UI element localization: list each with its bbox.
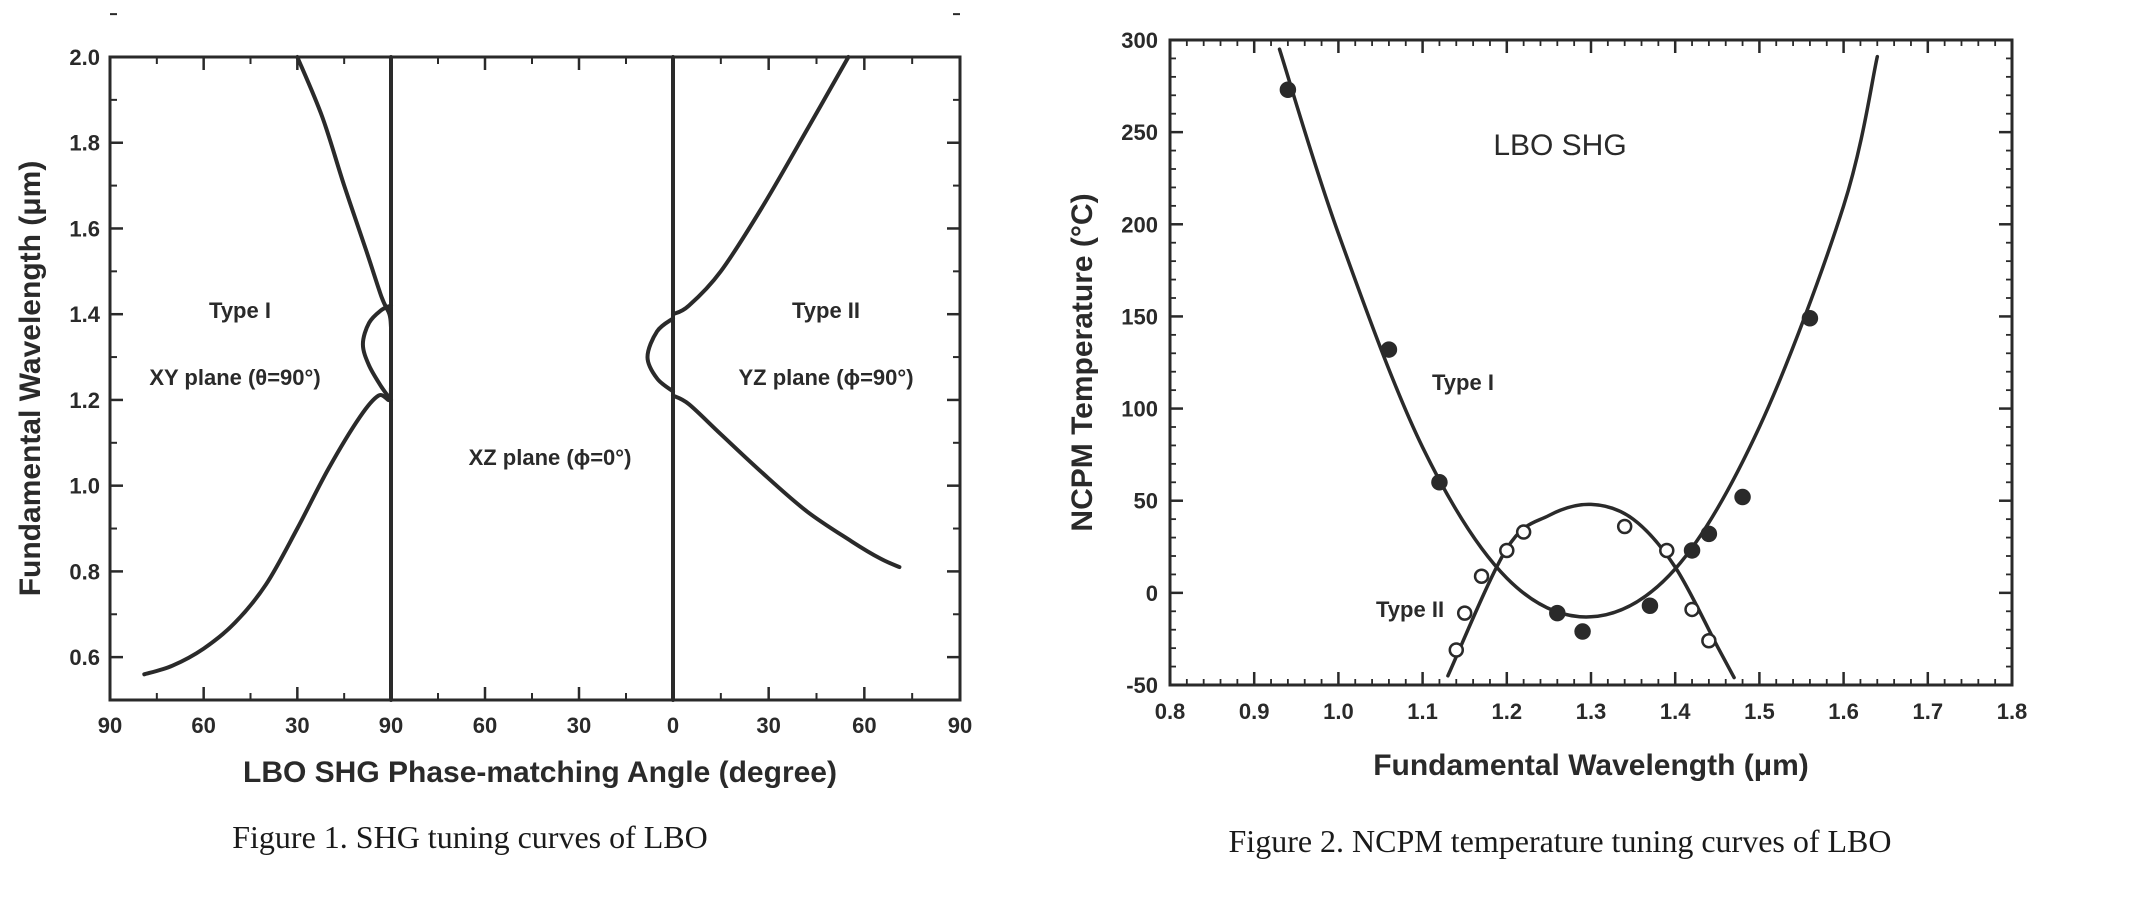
x-tick-label: 0.8	[1155, 699, 1186, 724]
x-tick-label: 1.1	[1407, 699, 1438, 724]
y-tick-label: 1.0	[69, 474, 100, 499]
fit-curve	[1446, 502, 1736, 680]
annotation-label: XY plane (θ=90°)	[149, 365, 320, 390]
data-point-open	[1684, 601, 1700, 618]
data-point-filled	[1279, 81, 1297, 99]
x-tick-label: 1.0	[1323, 699, 1354, 724]
y-tick-label: 2.0	[69, 45, 100, 70]
y-tick-label: 50	[1134, 489, 1158, 514]
data-point-open	[1456, 605, 1473, 621]
annotation-label: Type I	[209, 298, 271, 323]
y-tick-label: 0	[1146, 581, 1158, 606]
data-point-open	[1659, 542, 1675, 559]
x-tick-label: 30	[567, 713, 591, 738]
x-axis-title: LBO SHG Phase-matching Angle (degree)	[243, 756, 837, 789]
x-tick-label: 0.9	[1239, 699, 1270, 724]
data-point-filled	[1380, 341, 1398, 358]
y-tick-label: 0.6	[69, 645, 100, 670]
data-point-open	[1515, 524, 1532, 540]
x-tick-label: 90	[98, 713, 122, 738]
x-tick-label: 90	[948, 713, 972, 738]
x-tick-label: 1.6	[1828, 699, 1859, 724]
y-tick-label: -50	[1126, 673, 1158, 698]
annotation-label: YZ plane (ϕ=90°)	[738, 365, 913, 390]
x-tick-label: 0	[667, 713, 679, 738]
chart-title: LBO SHG	[1493, 129, 1626, 162]
data-point-filled	[1431, 474, 1448, 491]
x-tick-label: 30	[285, 713, 309, 738]
data-point-filled	[1734, 488, 1751, 506]
figure-caption: Figure 1. SHG tuning curves of LBO	[232, 819, 708, 855]
y-tick-label: 1.6	[69, 216, 100, 241]
y-tick-label: 0.8	[69, 559, 100, 584]
annotation-label: Type II	[792, 298, 860, 323]
y-tick-label: 1.8	[69, 131, 100, 156]
y-axis-title: NCPM Temperature (°C)	[1066, 193, 1099, 531]
x-tick-label: 1.4	[1660, 699, 1691, 724]
fit-curve	[1277, 47, 1880, 619]
data-point-open	[1448, 642, 1465, 658]
x-tick-label: 60	[852, 713, 876, 738]
annotation-type-ii: Type II	[1376, 597, 1444, 622]
x-tick-label: 60	[191, 713, 215, 738]
x-tick-label: 1.2	[1492, 699, 1523, 724]
data-point-filled	[1574, 623, 1591, 640]
figure-caption: Figure 2. NCPM temperature tuning curves…	[1229, 823, 1892, 859]
data-point-filled	[1801, 310, 1819, 327]
annotation-type-i: Type I	[1432, 370, 1494, 395]
series-curve	[295, 55, 393, 330]
series-curve	[360, 303, 393, 402]
data-point-open	[1701, 633, 1717, 649]
x-tick-label: 1.8	[1997, 699, 2028, 724]
y-tick-label: 200	[1121, 212, 1158, 237]
y-tick-label: 150	[1121, 304, 1158, 329]
data-point-open	[1499, 542, 1515, 559]
data-point-open	[1616, 518, 1633, 535]
annotation-label: XZ plane (ϕ=0°)	[469, 445, 632, 470]
data-point-filled	[1641, 597, 1659, 615]
data-point-filled	[1683, 542, 1701, 559]
y-tick-label: 1.2	[69, 388, 100, 413]
x-tick-label: 30	[756, 713, 780, 738]
series-curve	[645, 316, 675, 394]
x-tick-label: 90	[379, 713, 403, 738]
y-tick-label: 1.4	[69, 302, 100, 327]
data-point-open	[1473, 568, 1490, 585]
plot-frame	[108, 55, 962, 702]
data-point-filled	[1549, 604, 1566, 622]
series-curve	[671, 55, 851, 317]
series-curve	[671, 393, 902, 570]
x-tick-label: 60	[473, 713, 497, 738]
x-tick-label: 1.5	[1744, 699, 1775, 724]
x-tick-label: 1.7	[1913, 699, 1944, 724]
y-axis-title: Fundamental Wavelength (μm)	[14, 161, 47, 597]
y-tick-label: 100	[1121, 397, 1158, 422]
y-tick-label: 250	[1121, 120, 1158, 145]
x-axis-title: Fundamental Wavelength (μm)	[1373, 749, 1809, 782]
y-tick-label: 300	[1121, 28, 1158, 53]
x-tick-label: 1.3	[1576, 699, 1607, 724]
figure-2-ncpm-temperature-curves: 0.8 0.9 1.0 1.1 1.2 1.3 1.4 1.5 1.6 1.7 1.8 -50 0 50 1…	[1066, 28, 2027, 859]
figure-1-shg-tuning-curves: 0.6 0.8 1.0 1.2 1.4 1.6 1.8 2.0 90 60 30 90 60 30 0 30 6…	[14, 13, 972, 855]
data-point-filled	[1700, 525, 1718, 543]
series-curve	[142, 385, 393, 677]
